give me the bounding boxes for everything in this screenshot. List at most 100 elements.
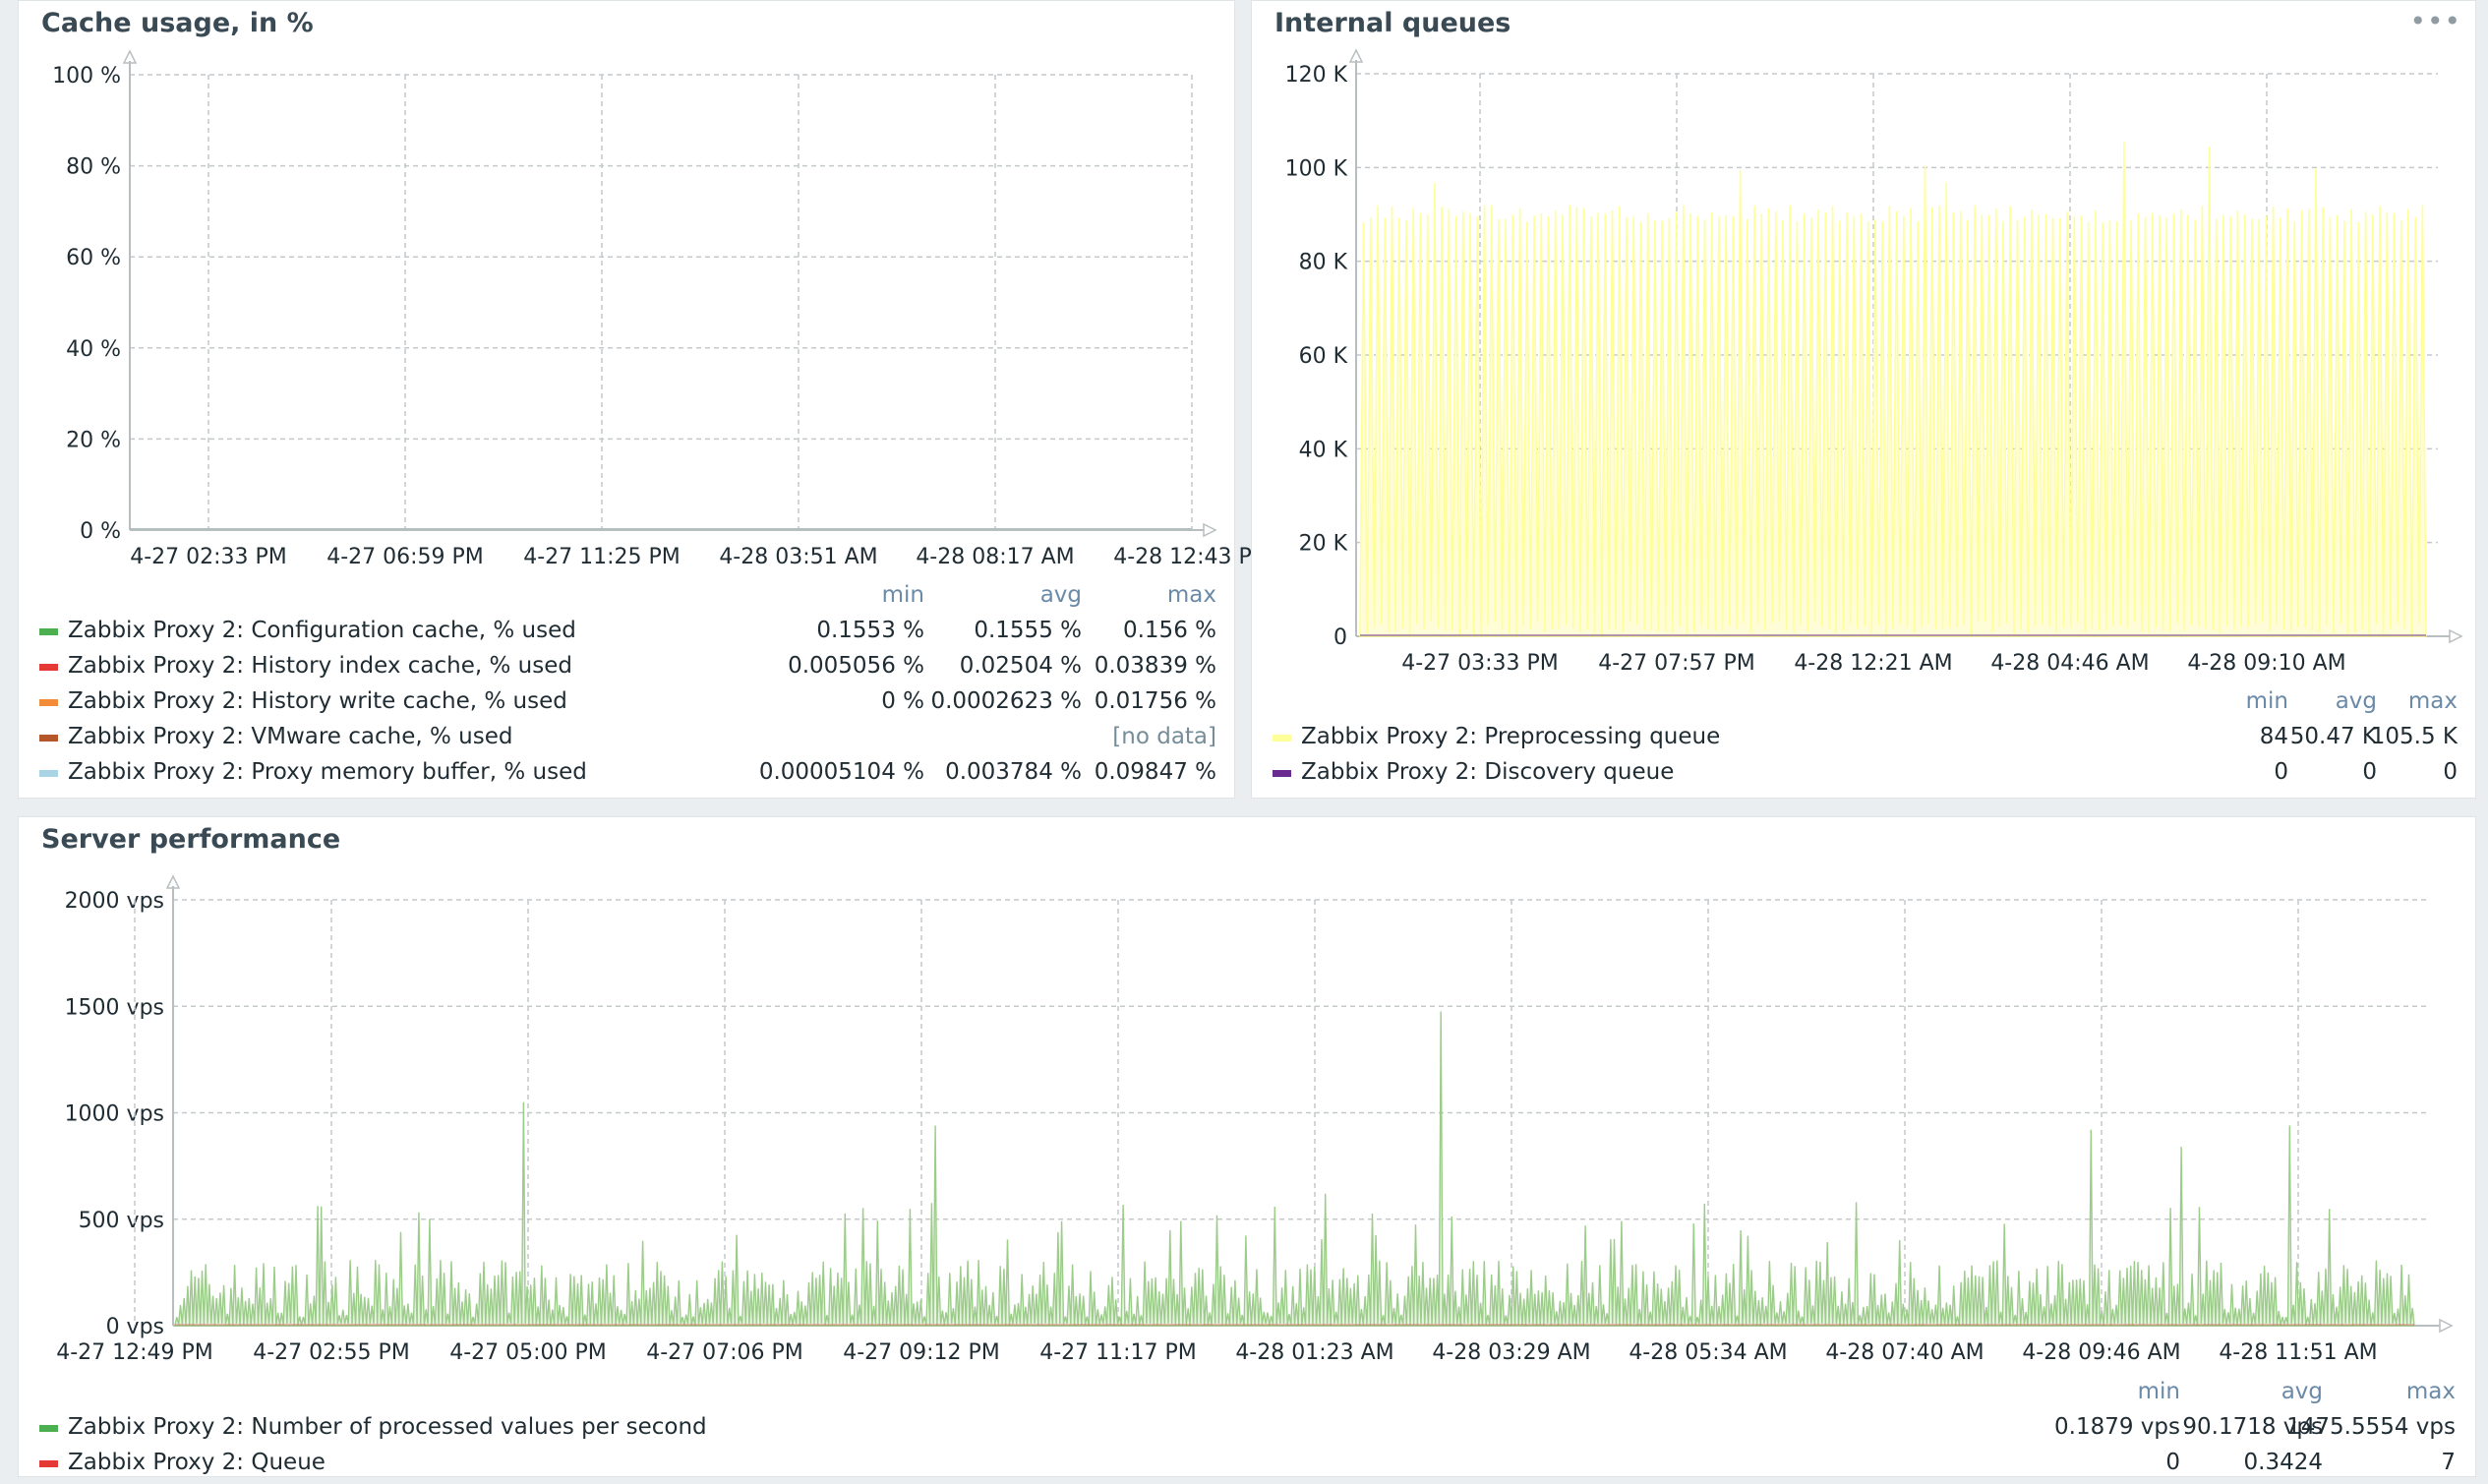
x-tick-label: 4-27 12:49 PM — [56, 1340, 213, 1365]
y-tick-label: 20 K — [1299, 532, 1348, 557]
x-tick-label: 4-27 03:33 PM — [1401, 651, 1559, 676]
x-tick-label: 4-28 01:23 AM — [1235, 1340, 1393, 1365]
x-tick-label: 4-28 03:51 AM — [719, 545, 877, 569]
legend-min: 0 % — [881, 688, 924, 714]
widget-title: Server performance — [41, 824, 341, 855]
legend-min: 0.1553 % — [816, 618, 924, 643]
y-tick-label: 1000 vps — [65, 1102, 164, 1127]
cache-usage-chart[interactable]: 100 % 80 % 60 % 40 % 20 % 0 % 4-27 02:33 PM 4-2… — [19, 1, 1271, 581]
legend-min: 0.00005104 % — [758, 759, 924, 785]
x-tick-label: 4-27 06:59 PM — [326, 545, 484, 569]
legend-header-min: min — [881, 582, 924, 608]
y-tick-label: 120 K — [1285, 63, 1348, 88]
server-performance-widget: Server performance 2000 vps 1500 vps 1000 … — [18, 816, 2476, 1477]
series-color-swatch — [39, 770, 58, 777]
x-tick-label: 4-28 09:46 AM — [2022, 1340, 2180, 1365]
legend-series-name: Zabbix Proxy 2: Discovery queue — [1301, 759, 1675, 785]
y-axis-arrow — [1348, 48, 1364, 63]
y-tick-label: 500 vps — [79, 1209, 164, 1233]
legend-avg: 0.02504 % — [959, 653, 1082, 679]
legend-avg: 0.1555 % — [974, 618, 1082, 643]
legend-item[interactable]: Zabbix Proxy 2: VMware cache, % used [no… — [19, 721, 1234, 756]
y-axis-arrow — [165, 874, 181, 889]
legend-series-name: Zabbix Proxy 2: VMware cache, % used — [68, 724, 513, 749]
x-tick-label: 4-28 07:40 AM — [1825, 1340, 1984, 1365]
x-tick-label: 4-28 03:29 AM — [1432, 1340, 1590, 1365]
legend-item[interactable]: Zabbix Proxy 2: Configuration cache, % u… — [19, 615, 1234, 650]
legend-max: 1475.5554 vps — [2286, 1414, 2456, 1440]
legend-series-name: Zabbix Proxy 2: History index cache, % u… — [68, 653, 572, 679]
legend-header-avg: avg — [2281, 1379, 2323, 1404]
y-tick-label: 80 K — [1299, 251, 1348, 275]
legend-min: 0 — [2165, 1450, 2180, 1475]
legend-item[interactable]: Zabbix Proxy 2: Queue 0 0.3424 7 — [19, 1447, 2475, 1482]
y-tick-label: 40 K — [1299, 438, 1348, 462]
x-tick-label: 4-28 04:46 AM — [1990, 651, 2149, 676]
series-color-swatch — [39, 628, 58, 635]
internal-queues-widget: Internal queues ••• 120 K 100 K 80 K 60 K 40… — [1251, 0, 2476, 799]
legend-item[interactable]: Zabbix Proxy 2: Preprocessing queue 84 5… — [1252, 721, 2475, 756]
legend-series-name: Zabbix Proxy 2: Queue — [68, 1450, 326, 1475]
legend-header-max: max — [2405, 1379, 2456, 1404]
x-axis-arrow — [2449, 628, 2463, 644]
x-tick-label: 4-27 11:17 PM — [1039, 1340, 1197, 1365]
perf-legend: min avg max Zabbix Proxy 2: Number of pr… — [19, 1376, 2475, 1484]
x-tick-label: 4-28 05:34 AM — [1629, 1340, 1787, 1365]
legend-max: 0 — [2443, 759, 2458, 785]
y-tick-label: 80 % — [66, 155, 121, 180]
legend-avg: 0 — [2362, 759, 2377, 785]
legend-avg: 0.3424 — [2243, 1450, 2323, 1475]
y-tick-label: 40 % — [66, 337, 121, 362]
legend-series-name: Zabbix Proxy 2: Preprocessing queue — [1301, 724, 1721, 749]
internal-queues-chart[interactable]: 120 K 100 K 80 K 60 K 40 K 20 K 0 4-27 03:33 PM… — [1252, 1, 2477, 689]
y-tick-label: 0 % — [80, 519, 121, 544]
legend-max: 0.156 % — [1122, 618, 1216, 643]
legend-series-name: Zabbix Proxy 2: Configuration cache, % u… — [68, 618, 576, 643]
y-tick-label: 60 % — [66, 246, 121, 270]
widget-menu-icon[interactable]: ••• — [2409, 5, 2461, 37]
legend-max: 0.01756 % — [1094, 688, 1216, 714]
legend-avg: 0.0002623 % — [930, 688, 1082, 714]
y-tick-label: 2000 vps — [65, 889, 164, 914]
x-axis-arrow — [2439, 1318, 2454, 1334]
series-color-swatch — [39, 735, 58, 742]
legend-header-min: min — [2137, 1379, 2180, 1404]
series-color-swatch — [39, 699, 58, 706]
series-color-swatch — [1273, 770, 1291, 777]
y-tick-label: 100 % — [52, 64, 121, 89]
x-tick-label: 4-27 09:12 PM — [843, 1340, 1000, 1365]
legend-max: 105.5 K — [2370, 724, 2458, 749]
legend-no-data: [no data] — [1112, 724, 1216, 749]
legend-header-avg: avg — [1039, 582, 1082, 608]
legend-series-name: Zabbix Proxy 2: History write cache, % u… — [68, 688, 567, 714]
legend-series-name: Zabbix Proxy 2: Number of processed valu… — [68, 1414, 707, 1440]
legend-header-avg: avg — [2335, 688, 2377, 714]
cache-usage-widget: Cache usage, in % 100 % 80 % 60 % 40 % 20 % 0… — [18, 0, 1271, 799]
legend-item[interactable]: Zabbix Proxy 2: Number of processed valu… — [19, 1411, 2475, 1447]
y-tick-label: 20 % — [66, 428, 121, 452]
legend-item[interactable]: Zabbix Proxy 2: History write cache, % u… — [19, 685, 1234, 721]
legend-header-max: max — [1166, 582, 1216, 608]
legend-header-max: max — [2407, 688, 2458, 714]
legend-item[interactable]: Zabbix Proxy 2: History index cache, % u… — [19, 650, 1234, 685]
x-tick-label: 4-27 05:00 PM — [449, 1340, 607, 1365]
legend-min: 84 — [2259, 724, 2288, 749]
legend-min: 0.005056 % — [788, 653, 924, 679]
x-tick-label: 4-28 08:17 AM — [916, 545, 1074, 569]
series-color-swatch — [39, 1460, 58, 1467]
y-tick-label: 1500 vps — [65, 995, 164, 1020]
legend-max: 0.09847 % — [1094, 759, 1216, 785]
widget-title: Cache usage, in % — [41, 8, 314, 38]
legend-min: 0.1879 vps — [2054, 1414, 2180, 1440]
series-color-swatch — [39, 664, 58, 671]
x-tick-label: 4-28 09:10 AM — [2187, 651, 2345, 676]
queues-legend: min avg max Zabbix Proxy 2: Preprocessin… — [1252, 685, 2475, 794]
legend-avg: 90.1718 vps — [2182, 1414, 2323, 1440]
legend-item[interactable]: Zabbix Proxy 2: Proxy memory buffer, % u… — [19, 756, 1234, 792]
cache-legend: min avg max Zabbix Proxy 2: Configuratio… — [19, 579, 1234, 796]
legend-max: 0.03839 % — [1094, 653, 1216, 679]
y-tick-label: 60 K — [1299, 344, 1348, 369]
legend-item[interactable]: Zabbix Proxy 2: Discovery queue 0 0 0 — [1252, 756, 2475, 792]
legend-avg: 50.47 K — [2289, 724, 2377, 749]
